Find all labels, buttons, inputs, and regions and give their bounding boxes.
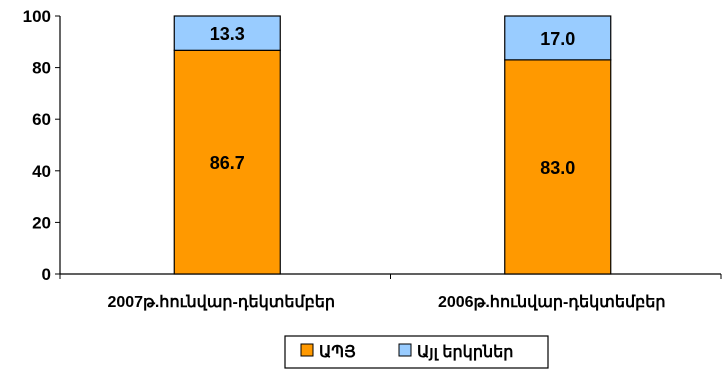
bar-segment: [504, 15, 612, 61]
y-tick-label: 20: [32, 213, 51, 232]
legend-swatch: [398, 343, 412, 357]
data-label: 13.3: [210, 24, 245, 44]
data-label: 83.0: [540, 158, 575, 178]
bar-segment: [173, 49, 281, 275]
y-tick-label: 60: [32, 110, 51, 129]
bar-segment: [504, 59, 612, 275]
y-tick-label: 0: [42, 265, 51, 284]
data-label: 17.0: [540, 29, 575, 49]
x-category-label: 2007թ.հունվար-դեկտեմբեր: [107, 294, 335, 311]
y-tick-label: 40: [32, 162, 51, 181]
y-axis: 0 20 40 60 80 100: [23, 7, 61, 284]
legend: ԱՊՅ Այլ երկրներ: [284, 335, 549, 369]
x-axis: 2007թ.հունվար-դեկտեմբեր 2006թ.հունվար-դեկ…: [59, 273, 722, 311]
y-tick-label: 80: [32, 59, 51, 78]
legend-swatch: [300, 343, 314, 357]
bars: 86.7 13.3 83.0 17.0: [173, 15, 612, 275]
legend-label: ԱՊՅ: [319, 344, 356, 361]
data-label: 86.7: [210, 153, 245, 173]
legend-label: Այլ երկրներ: [417, 344, 513, 361]
bar-segment: [173, 15, 281, 51]
x-category-label: 2006թ.հունվար-դեկտեմբեր: [438, 294, 666, 311]
legend-box: [284, 335, 549, 369]
y-tick-label: 100: [23, 7, 51, 26]
